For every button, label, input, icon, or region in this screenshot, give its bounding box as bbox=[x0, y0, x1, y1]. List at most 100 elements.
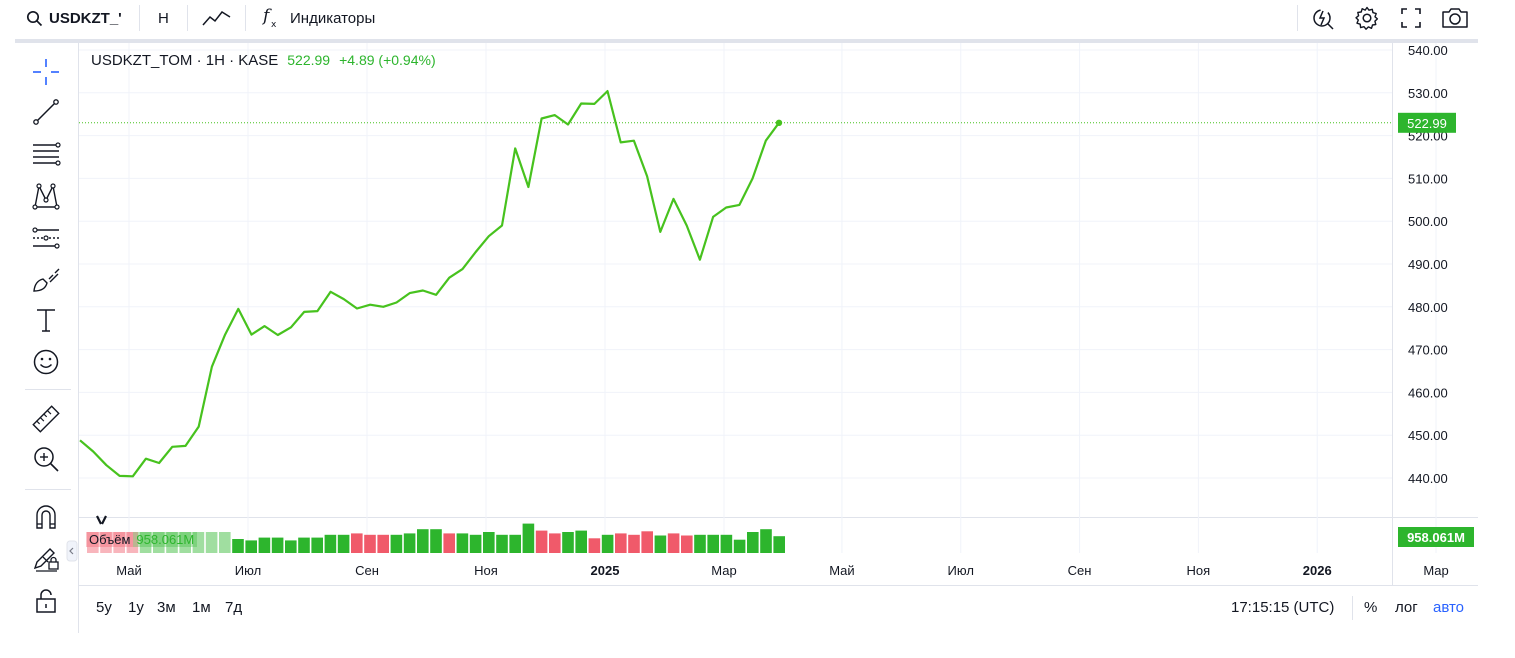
ruler-tool[interactable] bbox=[15, 399, 77, 439]
time-tick-label: Ноя bbox=[1187, 563, 1211, 578]
volume-bar bbox=[126, 532, 139, 553]
drawing-toolbar bbox=[15, 43, 79, 633]
snapshot-button[interactable] bbox=[1441, 0, 1469, 36]
magnet-tool[interactable] bbox=[15, 497, 77, 537]
ruler-icon bbox=[32, 405, 60, 433]
volume-bar bbox=[747, 532, 759, 553]
volume-bar bbox=[205, 532, 218, 553]
pattern-icon bbox=[32, 183, 60, 210]
pattern-tool[interactable] bbox=[15, 176, 77, 216]
volume-bar bbox=[285, 540, 297, 553]
collapse-pane-icon[interactable] bbox=[66, 540, 78, 562]
volume-bar bbox=[258, 537, 271, 553]
legend-last-price: 522.99 bbox=[287, 52, 331, 68]
volume-bar bbox=[324, 534, 337, 553]
gear-icon bbox=[1355, 6, 1379, 30]
volume-label: Объём bbox=[86, 531, 134, 547]
volume-bar bbox=[575, 530, 587, 553]
magnet-icon bbox=[36, 505, 56, 529]
crosshair-icon bbox=[33, 59, 59, 85]
text-icon bbox=[37, 309, 55, 332]
price-axis[interactable]: 440.00 450.00 460.00 470.00 480.00 490.00 500.… bbox=[1392, 43, 1448, 585]
replay-button[interactable] bbox=[1311, 0, 1335, 36]
lock-drawings-tool[interactable] bbox=[15, 539, 77, 579]
volume-bar bbox=[628, 534, 640, 553]
symbol-name: USDKZT_' bbox=[49, 9, 122, 27]
toolbar-divider bbox=[139, 5, 140, 31]
bottom-divider-line bbox=[1352, 596, 1353, 620]
last-price-badge-label: 522.99 bbox=[1407, 116, 1447, 131]
toolbar-border bbox=[15, 39, 1478, 43]
volume-bar bbox=[707, 534, 719, 553]
interval-button[interactable]: H bbox=[158, 0, 169, 36]
price-tick-label: 500.00 bbox=[1408, 214, 1448, 229]
zoom-tool[interactable] bbox=[15, 439, 77, 479]
toolbar-divider bbox=[245, 5, 246, 31]
log-scale-button[interactable]: лог bbox=[1395, 599, 1418, 616]
trend-line-tool[interactable] bbox=[15, 92, 77, 132]
price-series bbox=[79, 89, 1392, 478]
price-tick-label: 440.00 bbox=[1408, 471, 1448, 486]
volume-bar bbox=[271, 537, 284, 553]
toolbar-divider bbox=[187, 5, 188, 31]
volume-bar bbox=[522, 523, 535, 553]
volume-bar bbox=[469, 534, 482, 553]
settings-button[interactable] bbox=[1354, 0, 1380, 36]
volume-bar bbox=[430, 529, 442, 553]
interval-label: H bbox=[158, 9, 169, 27]
time-tick-label: Сен bbox=[355, 563, 379, 578]
price-tick-label: 480.00 bbox=[1408, 300, 1448, 315]
price-tick-label: 510.00 bbox=[1408, 171, 1448, 186]
timezone-clock[interactable]: 17:15:15 (UTC) bbox=[1231, 599, 1335, 616]
volume-bar bbox=[245, 540, 257, 553]
fib-icon bbox=[33, 142, 61, 166]
volume-bar bbox=[615, 533, 627, 553]
volume-bar bbox=[694, 534, 706, 553]
fullscreen-button[interactable] bbox=[1400, 0, 1422, 36]
time-tick-label: 2026 bbox=[1303, 563, 1332, 578]
time-tick-label: Мар bbox=[1423, 563, 1448, 578]
price-tick-label: 530.00 bbox=[1408, 86, 1448, 101]
chart-type-button[interactable] bbox=[202, 0, 232, 36]
emoji-tool[interactable] bbox=[15, 342, 77, 382]
volume-bar bbox=[100, 532, 112, 553]
time-tick-label: 2025 bbox=[591, 563, 620, 578]
brush-tool[interactable] bbox=[15, 260, 77, 300]
time-axis[interactable]: Май Июл Сен Ноя 2025 Мар Май Июл Сен Ноя 2026 Мар bbox=[116, 563, 1448, 578]
indicators-button[interactable]: f x Индикаторы bbox=[262, 0, 375, 36]
auto-scale-button[interactable]: авто bbox=[1433, 599, 1465, 616]
bottom-border bbox=[79, 585, 1478, 586]
forecast-tool[interactable] bbox=[15, 218, 77, 258]
text-tool[interactable] bbox=[15, 300, 77, 340]
grid bbox=[79, 43, 1478, 553]
symbol-search[interactable]: USDKZT_' bbox=[26, 0, 122, 36]
range-1m-button[interactable]: 1м bbox=[192, 599, 211, 616]
forecast-icon bbox=[32, 227, 60, 249]
indicators-label: Индикаторы bbox=[290, 9, 376, 27]
volume-bar bbox=[654, 535, 667, 553]
time-tick-label: Сен bbox=[1068, 563, 1092, 578]
volume-bar bbox=[733, 539, 746, 553]
fib-tool[interactable] bbox=[15, 134, 77, 174]
volume-pane bbox=[87, 523, 785, 553]
crosshair-tool[interactable] bbox=[15, 52, 77, 92]
range-5y-button[interactable]: 5y bbox=[96, 599, 112, 616]
volume-bar bbox=[417, 529, 429, 553]
volume-bar bbox=[641, 531, 653, 553]
lock-tool[interactable] bbox=[15, 581, 77, 621]
price-tick-label: 460.00 bbox=[1408, 385, 1448, 400]
time-tick-label: Май bbox=[829, 563, 854, 578]
volume-bar bbox=[403, 533, 416, 553]
range-1y-button[interactable]: 1y bbox=[128, 599, 144, 616]
pane-handle-icon[interactable] bbox=[93, 514, 127, 526]
volume-bar bbox=[298, 537, 310, 553]
range-3m-button[interactable]: 3м bbox=[157, 599, 176, 616]
volume-bar bbox=[456, 533, 469, 553]
legend-title[interactable]: USDKZT_TOM · 1H · KASE bbox=[91, 52, 279, 69]
volume-bar bbox=[681, 535, 693, 553]
percent-scale-button[interactable]: % bbox=[1364, 599, 1378, 616]
range-7d-button[interactable]: 7д bbox=[225, 599, 243, 616]
volume-bar bbox=[667, 533, 680, 553]
time-tick-label: Мар bbox=[711, 563, 736, 578]
